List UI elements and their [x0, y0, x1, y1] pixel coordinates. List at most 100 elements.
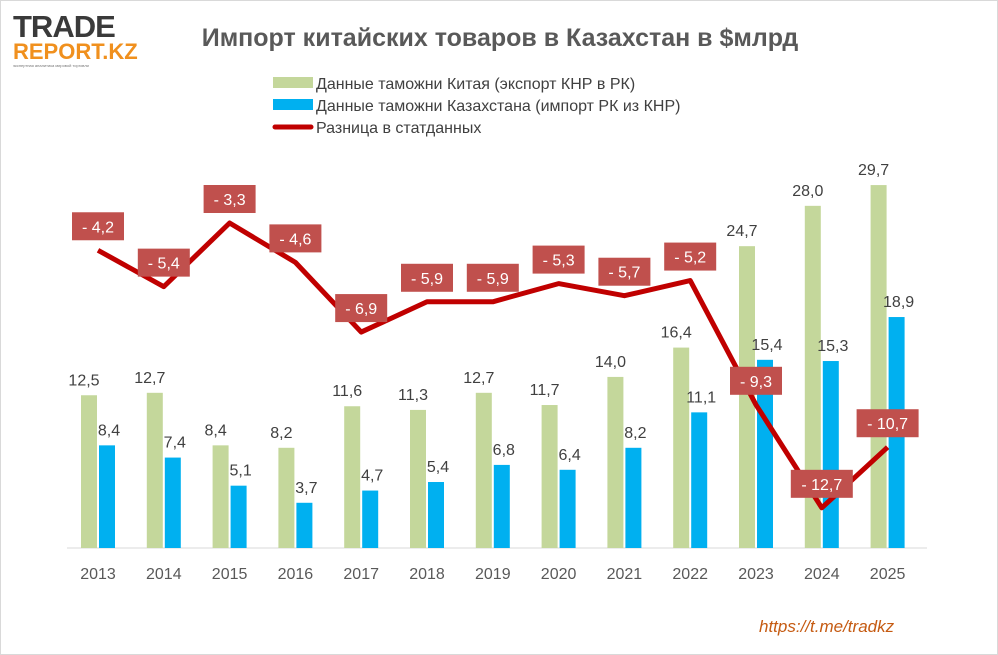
chart-title: Импорт китайских товаров в Казахстан в $… — [202, 24, 799, 52]
label-china-2021: 14,0 — [595, 354, 626, 371]
diff-label-2021: - 5,7 — [608, 265, 640, 282]
diff-label-2017: - 6,9 — [345, 301, 377, 318]
diff-label-2018: - 5,9 — [411, 271, 443, 288]
diff-label-2020: - 5,3 — [543, 253, 575, 270]
logo-line1: TRADE — [13, 9, 116, 44]
bar-kz-2020 — [559, 469, 576, 548]
label-china-2020: 11,7 — [530, 382, 560, 399]
label-kz-2015: 5,1 — [229, 463, 251, 480]
label-china-2015: 8,4 — [204, 422, 226, 439]
bar-china-2024 — [804, 205, 821, 548]
diff-label-box-2014 — [137, 248, 190, 277]
diff-label-box-2024 — [790, 469, 853, 498]
label-kz-2018: 5,4 — [427, 459, 449, 476]
label-china-2023: 24,7 — [726, 223, 757, 240]
label-kz-2023: 15,4 — [751, 337, 782, 354]
diff-label-2024: - 12,7 — [801, 477, 842, 494]
diff-label-2016: - 4,6 — [279, 231, 311, 248]
diff-label-2013: - 4,2 — [82, 219, 114, 236]
diff-label-2014: - 5,4 — [148, 256, 180, 273]
bar-kz-2021 — [625, 447, 642, 548]
diff-label-box-2023 — [730, 366, 782, 395]
bar-china-2025 — [870, 185, 887, 549]
telegram-link[interactable]: https://t.me/tradkz — [759, 617, 895, 636]
x-tick-2020: 2020 — [541, 566, 577, 583]
label-china-2022: 16,4 — [661, 325, 692, 342]
x-tick-2025: 2025 — [870, 566, 906, 583]
legend-swatch-1 — [273, 99, 313, 110]
diff-label-2023: - 9,3 — [740, 374, 772, 391]
bar-kz-2018 — [428, 482, 444, 548]
label-china-2013: 12,5 — [68, 372, 99, 389]
x-tick-2017: 2017 — [343, 566, 379, 583]
x-tick-2014: 2014 — [146, 566, 182, 583]
bar-kz-2024 — [822, 361, 839, 548]
diff-label-box-2021 — [598, 257, 651, 286]
label-china-2017: 11,6 — [332, 383, 362, 400]
bar-china-2020 — [541, 405, 558, 548]
diff-label-box-2016 — [269, 224, 322, 253]
diff-label-2019: - 5,9 — [477, 271, 509, 288]
bar-china-2019 — [475, 392, 492, 548]
diff-line — [96, 220, 890, 511]
diff-label-2025: - 10,7 — [867, 416, 908, 433]
x-tick-2018: 2018 — [409, 566, 445, 583]
bar-china-2022 — [673, 347, 690, 548]
bar-kz-2017 — [362, 490, 379, 548]
x-tick-2019: 2019 — [475, 566, 511, 583]
bar-kz-2022 — [691, 412, 708, 548]
bar-china-2015 — [212, 445, 229, 548]
x-tick-2015: 2015 — [212, 566, 248, 583]
bar-china-2023 — [739, 246, 755, 548]
legend-label-0: Данные таможни Китая (экспорт КНР в РК) — [316, 76, 635, 93]
bar-kz-2019 — [493, 464, 510, 548]
diff-label-2022: - 5,2 — [674, 250, 706, 267]
bar-kz-2014 — [164, 457, 181, 548]
diff-label-2015: - 3,3 — [214, 192, 246, 209]
diff-label-box-2013 — [72, 212, 124, 241]
diff-label-box-2025 — [856, 409, 919, 438]
label-kz-2025: 18,9 — [883, 294, 914, 311]
label-kz-2014: 7,4 — [164, 435, 186, 452]
label-china-2014: 12,7 — [134, 370, 165, 387]
label-kz-2024: 15,3 — [817, 338, 848, 355]
label-kz-2016: 3,7 — [295, 480, 317, 497]
logo-tagline: экспертная аналитика мировой торговли — [13, 63, 89, 68]
x-tick-2021: 2021 — [607, 566, 643, 583]
bar-china-2013 — [81, 395, 97, 548]
bar-kz-2016 — [296, 502, 313, 548]
label-kz-2019: 6,8 — [493, 442, 515, 459]
bar-china-2018 — [410, 409, 426, 548]
label-china-2018: 11,3 — [398, 387, 428, 404]
x-tick-2016: 2016 — [278, 566, 314, 583]
label-china-2025: 29,7 — [858, 162, 889, 179]
legend-swatch-0 — [273, 77, 313, 88]
x-tick-2023: 2023 — [738, 566, 774, 583]
diff-label-box-2022 — [664, 242, 717, 271]
label-kz-2017: 4,7 — [361, 468, 383, 485]
legend-label-2: Разница в статданных — [316, 120, 481, 137]
x-tick-2022: 2022 — [672, 566, 708, 583]
label-kz-2020: 6,4 — [558, 447, 580, 464]
bar-china-2014 — [146, 392, 163, 548]
diff-label-box-2019 — [466, 263, 519, 292]
bar-china-2016 — [278, 447, 295, 548]
label-kz-2022: 11,1 — [686, 389, 716, 406]
bar-kz-2013 — [99, 445, 115, 548]
diff-label-box-2017 — [335, 294, 388, 323]
diff-label-box-2018 — [401, 263, 453, 292]
label-china-2016: 8,2 — [270, 425, 292, 442]
bar-kz-2015 — [230, 485, 247, 548]
diff-label-box-2020 — [532, 245, 585, 274]
bar-china-2021 — [607, 376, 624, 548]
tradereport-logo: TRADE REPORT.KZ экспертная аналитика мир… — [13, 9, 138, 68]
logo-line2: REPORT.KZ — [13, 39, 138, 64]
label-china-2019: 12,7 — [463, 370, 494, 387]
x-tick-2024: 2024 — [804, 566, 840, 583]
diff-label-box-2015 — [203, 185, 256, 213]
label-kz-2013: 8,4 — [98, 422, 120, 439]
label-kz-2021: 8,2 — [624, 425, 646, 442]
bar-kz-2023 — [757, 359, 773, 548]
